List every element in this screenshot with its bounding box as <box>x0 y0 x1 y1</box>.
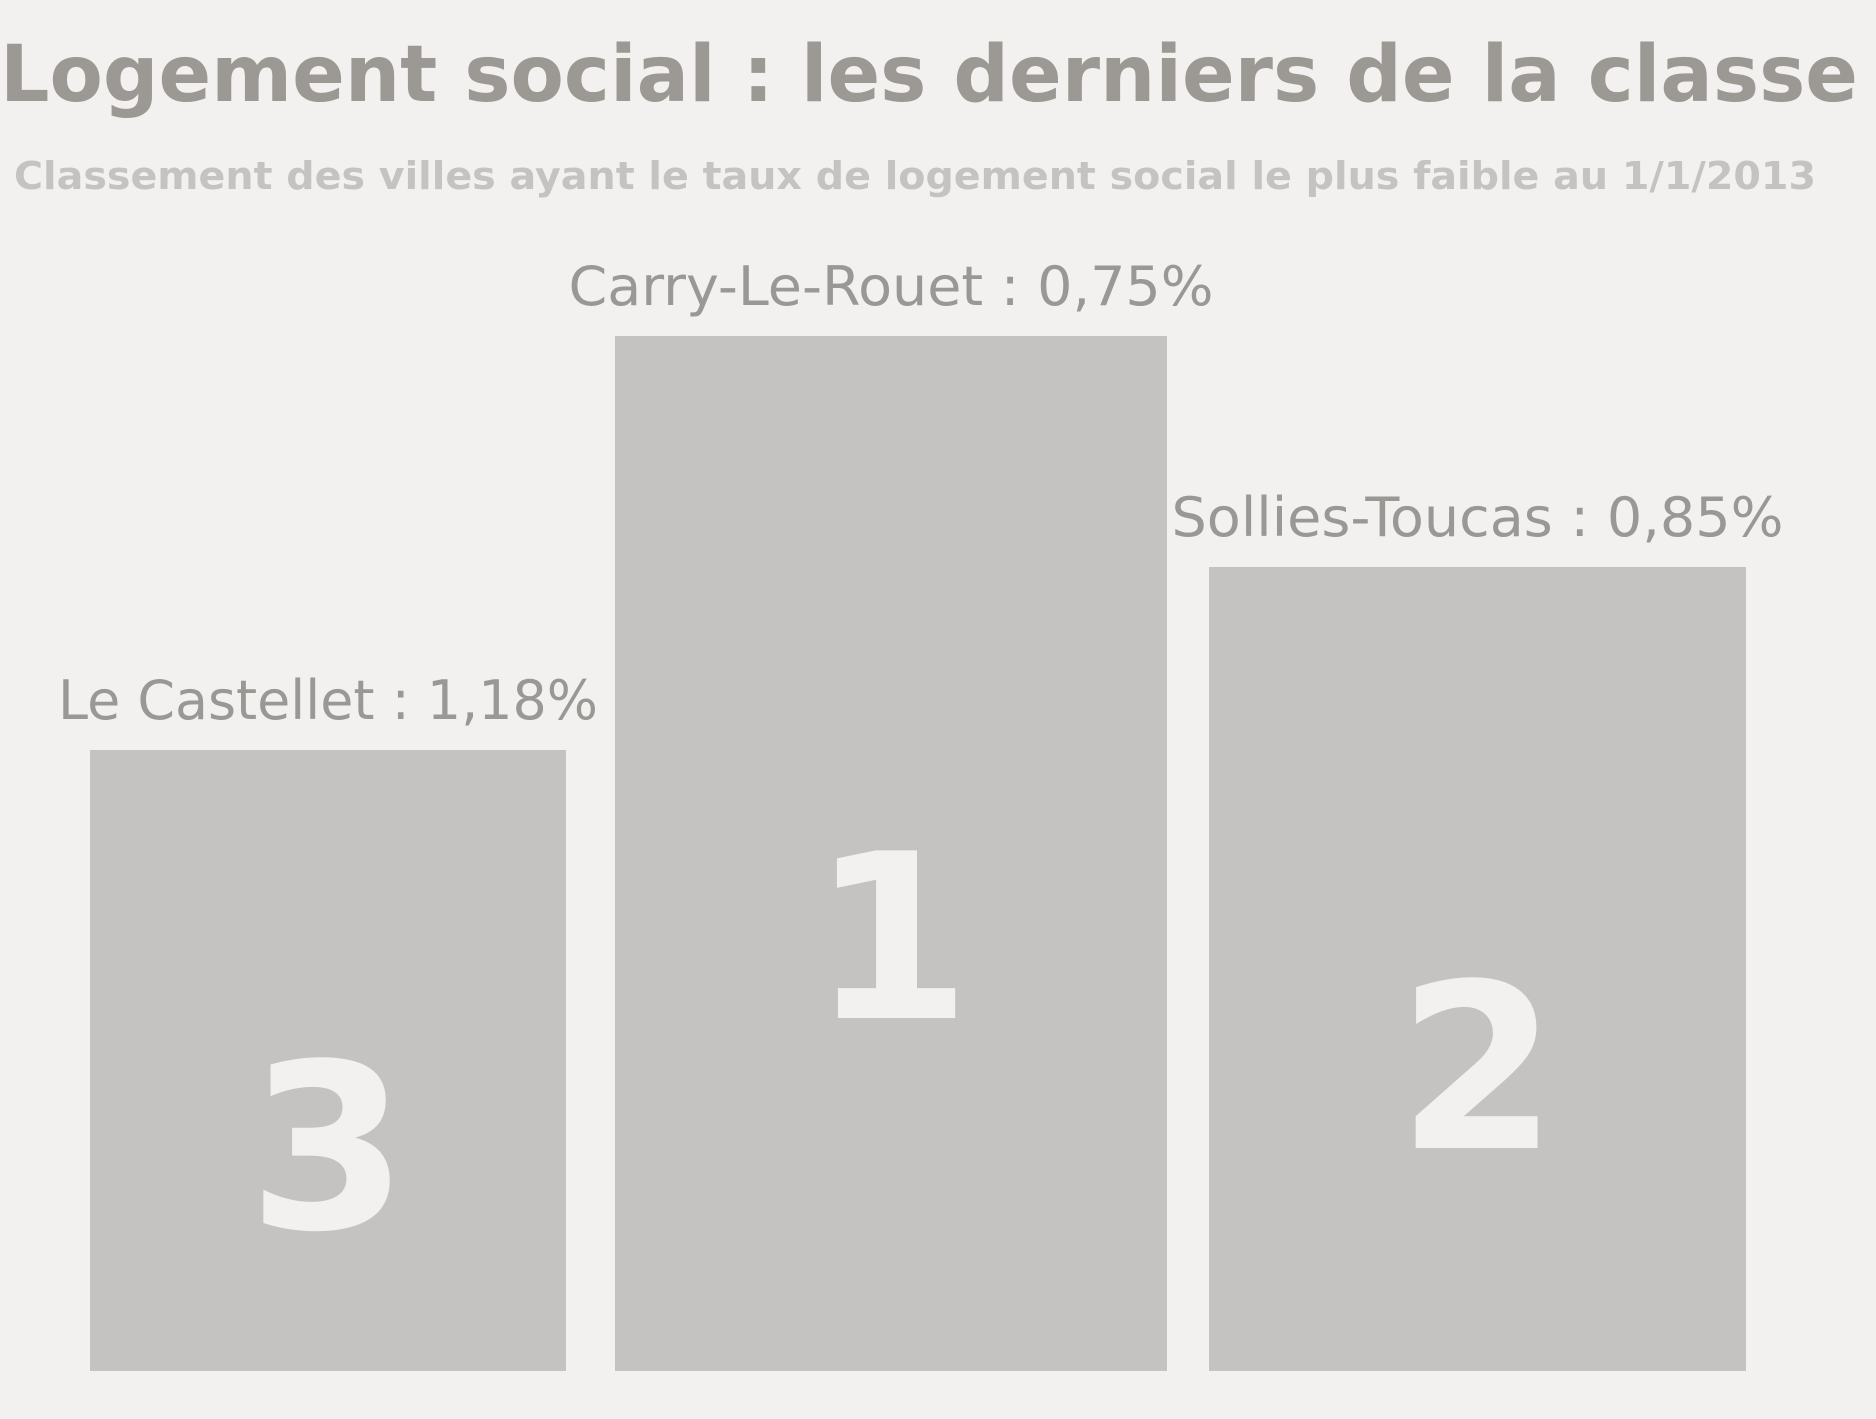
bar-le-castellet <box>90 750 566 1371</box>
data-label-le-castellet: Le Castellet : 1,18% <box>58 669 598 732</box>
podium-bars: Le Castellet : 1,18% 3 Carry-Le-Rouet : 0,… <box>58 255 1784 1371</box>
podium-step-le-castellet: Le Castellet : 1,18% 3 <box>58 669 598 1371</box>
bar-sollies-toucas <box>1209 567 1746 1371</box>
podium-step-sollies-toucas: Sollies-Toucas : 0,85% 2 <box>1172 486 1784 1371</box>
rank-number-sollies-toucas: 2 <box>1397 936 1557 1203</box>
chart-title: Logement social : les derniers de la cla… <box>0 30 1858 120</box>
podium-step-carry-le-rouet: Carry-Le-Rouet : 0,75% 1 <box>569 255 1214 1371</box>
data-label-carry-le-rouet: Carry-Le-Rouet : 0,75% <box>569 255 1214 318</box>
rank-number-carry-le-rouet: 1 <box>811 806 971 1073</box>
rank-number-le-castellet: 3 <box>248 1016 408 1283</box>
data-label-sollies-toucas: Sollies-Toucas : 0,85% <box>1172 486 1784 549</box>
bar-carry-le-rouet <box>615 336 1167 1371</box>
chart-subtitle: Classement des villes ayant le taux de l… <box>14 154 1816 198</box>
